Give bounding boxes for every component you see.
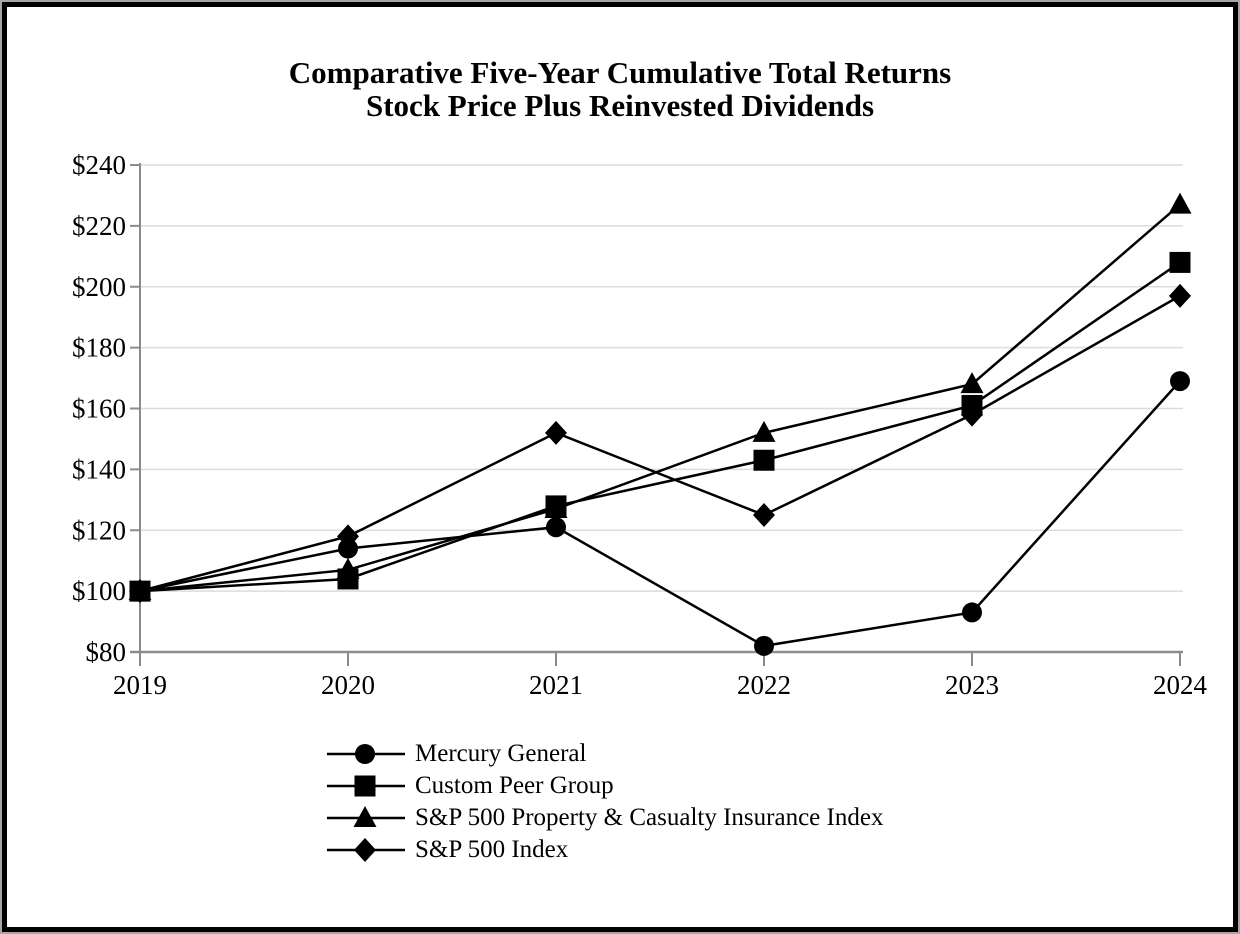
- y-tick-label: $80: [86, 637, 127, 667]
- legend-label: Custom Peer Group: [415, 772, 614, 799]
- data-point-square: [545, 495, 567, 517]
- data-point-diamond: [545, 420, 567, 445]
- y-tick-label: $220: [72, 211, 126, 241]
- chart-title-block: Comparative Five-Year Cumulative Total R…: [0, 56, 1240, 122]
- chart-title: Comparative Five-Year Cumulative Total R…: [288, 55, 952, 90]
- y-tick-label: $100: [72, 576, 126, 606]
- x-tick-label: 2024: [1153, 670, 1208, 700]
- data-point-square: [753, 449, 775, 471]
- data-point-square: [337, 568, 359, 590]
- y-tick-label: $240: [72, 150, 126, 180]
- data-point-circle: [546, 517, 566, 538]
- circle-marker-icon: [327, 744, 405, 764]
- x-tick-label: 2020: [321, 670, 375, 700]
- series-line-square: [139, 261, 1181, 593]
- data-point-circle: [962, 602, 982, 623]
- y-tick-label: $180: [72, 333, 126, 363]
- triangle-marker-icon: [327, 806, 405, 827]
- diamond-marker-icon: [327, 838, 405, 862]
- legend-label: S&P 500 Index: [415, 836, 569, 863]
- y-tick-label: $140: [72, 454, 126, 484]
- y-tick-label: $120: [72, 515, 126, 545]
- series-line-diamond: [139, 294, 1181, 593]
- y-tick-label: $160: [72, 394, 126, 424]
- series-line-circle: [139, 380, 1181, 648]
- chart-subtitle: Stock Price Plus Reinvested Dividends: [365, 88, 875, 123]
- data-point-diamond: [753, 503, 775, 528]
- legend-item-sp500-index: S&P 500 Index: [327, 834, 883, 866]
- data-point-triangle: [960, 372, 984, 394]
- legend-item-custom-peer-group: Custom Peer Group: [327, 770, 883, 802]
- legend-marker-diamond: [354, 838, 376, 862]
- data-point-square: [1169, 251, 1191, 273]
- data-point-square: [961, 394, 983, 416]
- data-point-circle: [1170, 371, 1190, 392]
- legend-label: Mercury General: [415, 740, 587, 767]
- legend-item-sp500-pc-insurance-index: S&P 500 Property & Casualty Insurance In…: [327, 802, 883, 834]
- x-tick-label: 2019: [113, 670, 167, 700]
- chart-legend: Mercury General Custom Peer Group S&P 50…: [327, 738, 883, 866]
- legend-label: S&P 500 Property & Casualty Insurance In…: [415, 804, 884, 831]
- data-point-circle: [754, 635, 774, 656]
- x-tick-label: 2021: [529, 670, 583, 700]
- legend-marker-triangle: [353, 806, 377, 827]
- data-point-triangle: [752, 420, 776, 442]
- legend-marker-square: [354, 775, 376, 797]
- data-point-triangle: [1168, 192, 1192, 214]
- x-tick-label: 2023: [945, 670, 999, 700]
- data-point-square: [129, 580, 151, 602]
- legend-marker-circle: [355, 744, 375, 764]
- series-line-triangle: [139, 203, 1181, 593]
- x-tick-label: 2022: [737, 670, 791, 700]
- data-point-circle: [338, 538, 358, 559]
- square-marker-icon: [327, 775, 405, 797]
- y-tick-label: $200: [72, 272, 126, 302]
- data-point-diamond: [1169, 283, 1191, 308]
- legend-item-mercury-general: Mercury General: [327, 738, 883, 770]
